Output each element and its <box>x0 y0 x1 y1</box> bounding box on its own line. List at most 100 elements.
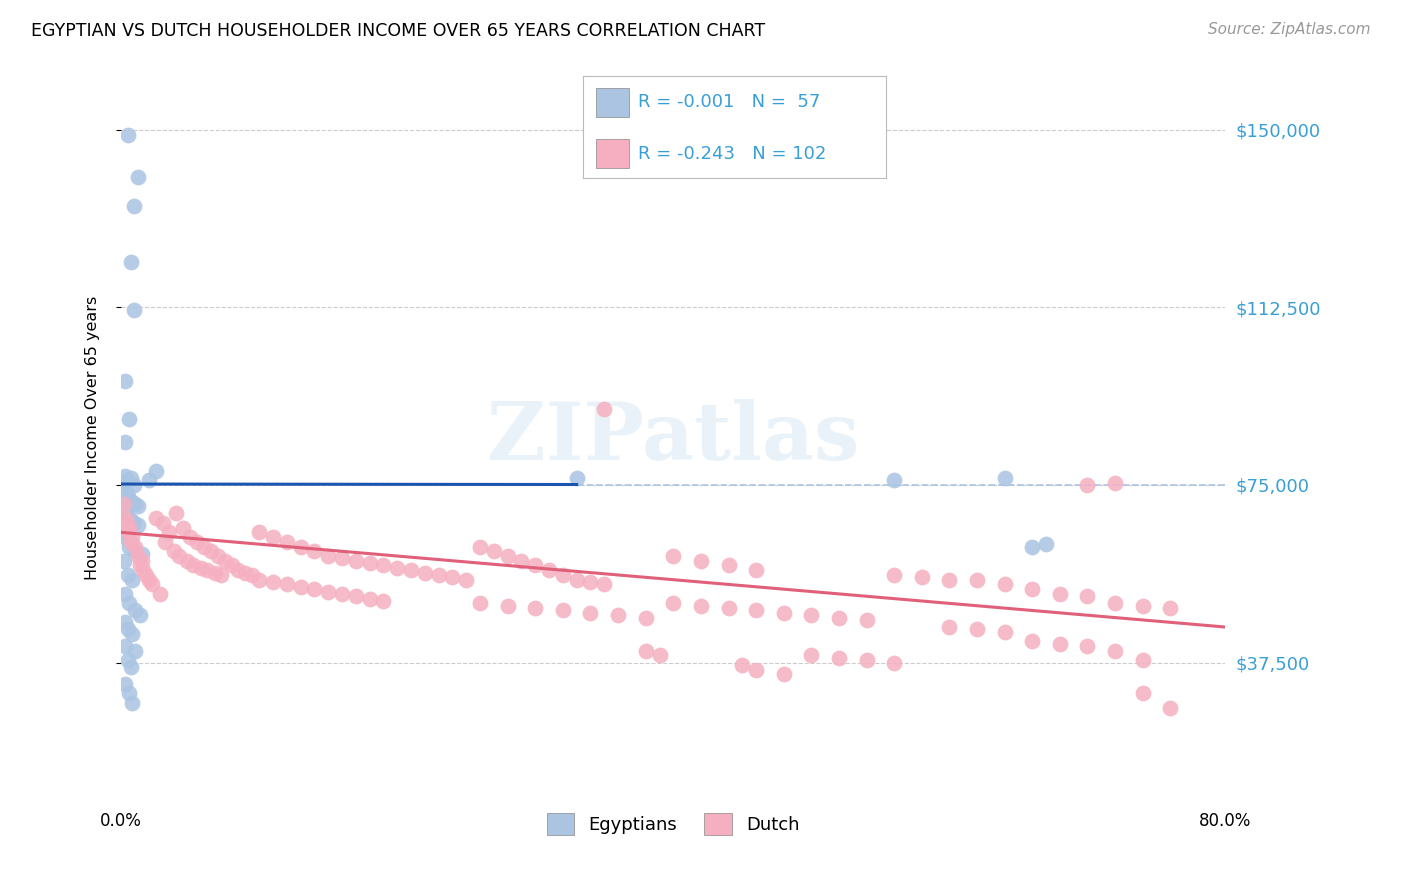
Point <box>717 558 740 573</box>
Point <box>149 587 172 601</box>
Point <box>593 577 616 591</box>
Point <box>129 608 152 623</box>
Point <box>1104 644 1126 658</box>
Point <box>124 644 146 658</box>
Text: ZIPatlas: ZIPatlas <box>488 399 859 476</box>
Point <box>114 485 136 500</box>
Point <box>121 627 143 641</box>
Point <box>276 534 298 549</box>
Point <box>1104 475 1126 490</box>
Point <box>276 577 298 591</box>
Point <box>122 516 145 530</box>
Point <box>1104 596 1126 610</box>
Y-axis label: Householder Income Over 65 years: Householder Income Over 65 years <box>86 295 100 580</box>
Point <box>1049 587 1071 601</box>
Point <box>496 549 519 563</box>
Point <box>800 608 823 623</box>
Point <box>235 566 257 580</box>
Point <box>120 255 142 269</box>
Point <box>124 603 146 617</box>
Point <box>127 500 149 514</box>
Point <box>524 601 547 615</box>
Point <box>114 511 136 525</box>
Point <box>120 534 142 549</box>
Point <box>186 534 208 549</box>
Point <box>994 624 1017 639</box>
Point <box>112 483 135 497</box>
Point <box>1021 634 1043 648</box>
Point <box>118 686 141 700</box>
Point <box>1132 686 1154 700</box>
Point <box>138 573 160 587</box>
Point <box>304 544 326 558</box>
Point <box>648 648 671 663</box>
Point <box>115 473 138 487</box>
Point <box>731 657 754 672</box>
Point <box>122 302 145 317</box>
Point <box>1021 582 1043 596</box>
Point <box>772 606 794 620</box>
Point <box>118 540 141 554</box>
Point <box>524 558 547 573</box>
Point <box>800 648 823 663</box>
Point <box>290 540 312 554</box>
Text: Source: ZipAtlas.com: Source: ZipAtlas.com <box>1208 22 1371 37</box>
Point <box>359 556 381 570</box>
Point <box>118 411 141 425</box>
Point <box>262 575 284 590</box>
Point <box>304 582 326 596</box>
Point <box>117 623 139 637</box>
Point <box>200 544 222 558</box>
Point <box>172 520 194 534</box>
Point <box>121 530 143 544</box>
Point <box>413 566 436 580</box>
Point <box>214 554 236 568</box>
Point <box>290 580 312 594</box>
Point <box>117 653 139 667</box>
Point <box>179 530 201 544</box>
Point <box>115 516 138 530</box>
Point <box>127 170 149 185</box>
Point <box>162 544 184 558</box>
Point <box>1132 653 1154 667</box>
Point <box>141 577 163 591</box>
Point <box>121 696 143 710</box>
Point <box>209 568 232 582</box>
Point <box>938 573 960 587</box>
Point <box>427 568 450 582</box>
Point <box>994 471 1017 485</box>
Point <box>129 558 152 573</box>
Point <box>247 573 270 587</box>
Point <box>138 473 160 487</box>
Point <box>207 549 229 563</box>
Point <box>112 475 135 490</box>
Point <box>115 487 138 501</box>
Point <box>117 128 139 142</box>
Point <box>717 601 740 615</box>
Point <box>167 549 190 563</box>
Point <box>117 490 139 504</box>
Point <box>1159 700 1181 714</box>
Point <box>966 623 988 637</box>
Point <box>387 561 409 575</box>
Legend: Egyptians, Dutch: Egyptians, Dutch <box>538 805 808 845</box>
Point <box>593 402 616 417</box>
Point <box>441 570 464 584</box>
Point <box>1049 637 1071 651</box>
Point <box>1035 537 1057 551</box>
Point <box>565 471 588 485</box>
Point <box>121 573 143 587</box>
Point <box>117 511 139 525</box>
Point <box>114 639 136 653</box>
Point <box>132 563 155 577</box>
Point <box>114 507 136 521</box>
Point <box>131 547 153 561</box>
Point <box>262 530 284 544</box>
Point <box>373 594 395 608</box>
Point <box>551 603 574 617</box>
Point <box>117 568 139 582</box>
Point <box>579 606 602 620</box>
Point <box>121 494 143 508</box>
Point <box>966 573 988 587</box>
Point <box>690 599 713 613</box>
